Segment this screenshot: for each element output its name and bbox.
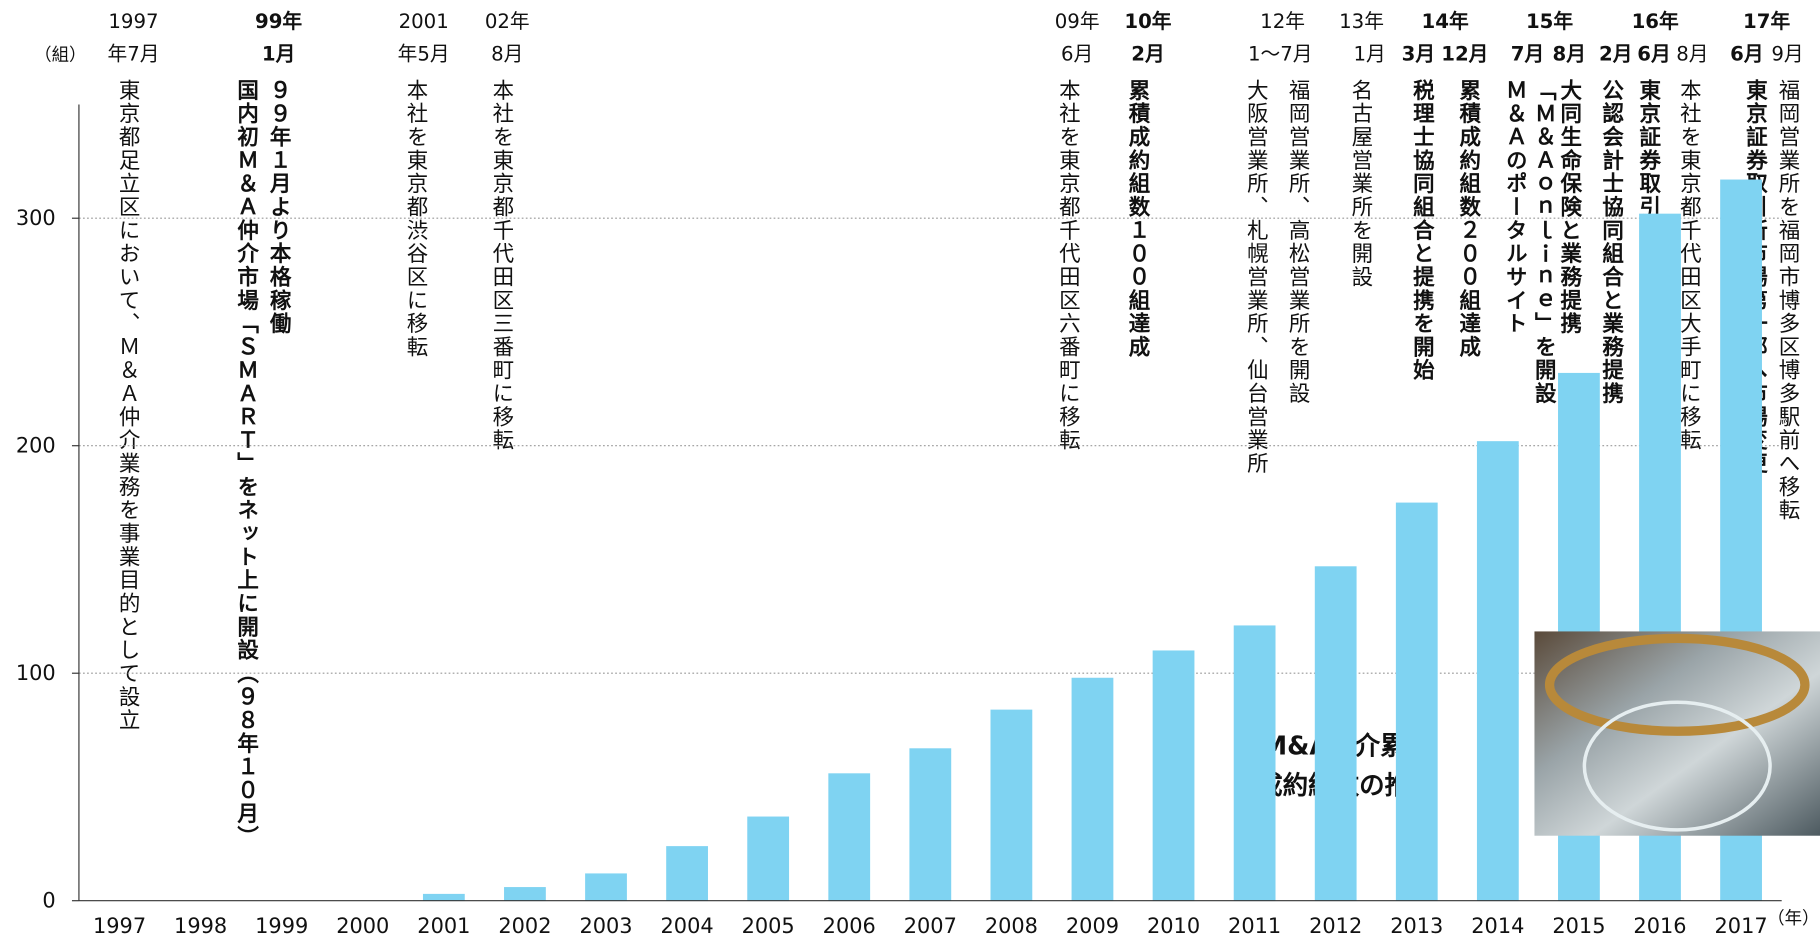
x-tick-label: 2011 bbox=[1228, 914, 1281, 936]
event-text: 国内初Ｍ＆Ａ仲介市場「ＳＭＡＲＴ」をネット上に開設（９８年１０月） bbox=[234, 79, 260, 849]
event-date: 7月 bbox=[1511, 42, 1544, 65]
x-tick-label: 2008 bbox=[985, 914, 1038, 936]
x-unit: （年） bbox=[1767, 909, 1819, 929]
event-date: 6月 bbox=[1730, 42, 1763, 65]
bar bbox=[990, 710, 1032, 901]
x-tick-label: 2009 bbox=[1066, 914, 1119, 936]
event-date: 8月 bbox=[1553, 42, 1586, 65]
event-year: 09年 bbox=[1055, 10, 1100, 33]
event-date: 12月 bbox=[1441, 42, 1488, 65]
event-text: 東京都足立区において、Ｍ＆Ａ仲介業務を事業目的として設立 bbox=[115, 79, 140, 732]
event-text: 福岡営業所、高松営業所を開設 bbox=[1285, 79, 1310, 406]
x-tick-label: 2014 bbox=[1471, 914, 1524, 936]
event-text: 「Ｍ＆Ａｏｎｌｉｎｅ」を開設 bbox=[1531, 79, 1556, 406]
bar bbox=[504, 887, 546, 901]
bar bbox=[1072, 678, 1114, 901]
event-date: 9月 bbox=[1771, 42, 1803, 65]
bar bbox=[747, 817, 789, 901]
bar bbox=[1234, 625, 1276, 900]
x-tick-label: 2002 bbox=[498, 914, 551, 936]
event-year: 16年 bbox=[1632, 10, 1679, 33]
x-tick-label: 2003 bbox=[579, 914, 632, 936]
event-text: 本社を東京都千代田区三番町に移転 bbox=[489, 79, 514, 452]
x-tick-label: 2004 bbox=[661, 914, 714, 936]
bar bbox=[1477, 441, 1519, 901]
event-date: 年7月 bbox=[107, 42, 159, 65]
event-year: 14年 bbox=[1422, 10, 1469, 33]
event-date: 8月 bbox=[1676, 42, 1708, 65]
event-year: 13年 bbox=[1339, 10, 1384, 33]
x-tick-label: 2016 bbox=[1633, 914, 1686, 936]
bar bbox=[585, 873, 627, 900]
y-tick-label: 300 bbox=[16, 206, 56, 230]
x-tick-label: 2007 bbox=[904, 914, 957, 936]
event-text: 公認会計士協同組合と業務提携 bbox=[1599, 79, 1625, 406]
event-text: 累積成約組数２００組達成 bbox=[1456, 79, 1481, 359]
event-date: 6月 bbox=[1061, 42, 1093, 65]
event-year: 17年 bbox=[1743, 10, 1790, 33]
y-tick-label: 100 bbox=[16, 661, 56, 685]
event-year: 10年 bbox=[1124, 10, 1171, 33]
event-year: 15年 bbox=[1526, 10, 1573, 33]
bar bbox=[1153, 650, 1195, 900]
event-text: 大同生命保険と業務提携 bbox=[1557, 79, 1583, 336]
x-tick-label: 2000 bbox=[336, 914, 389, 936]
event-date: 2月 bbox=[1599, 42, 1632, 65]
bar bbox=[909, 748, 951, 900]
event-text: 本社を東京都千代田区六番町に移転 bbox=[1055, 79, 1080, 452]
event-date: 1月 bbox=[1354, 42, 1386, 65]
y-tick-label: 200 bbox=[16, 434, 56, 458]
x-tick-label: 2005 bbox=[742, 914, 795, 936]
event-text: 大阪営業所、札幌営業所、仙台営業所 bbox=[1243, 79, 1268, 476]
bar bbox=[1315, 566, 1357, 900]
bar bbox=[1396, 503, 1438, 901]
event-date: 1〜7月 bbox=[1248, 42, 1313, 65]
x-tick-label: 2006 bbox=[823, 914, 876, 936]
x-tick-label: 2015 bbox=[1552, 914, 1605, 936]
y-unit: （組） bbox=[34, 45, 86, 65]
event-date: 2月 bbox=[1131, 42, 1164, 65]
event-text: Ｍ＆Ａのポータルサイト bbox=[1502, 79, 1527, 336]
event-year: 2001 bbox=[399, 10, 449, 33]
x-tick-label: 2010 bbox=[1147, 914, 1200, 936]
bar bbox=[828, 773, 870, 900]
event-date: 3月 bbox=[1402, 42, 1435, 65]
x-tick-label: 2012 bbox=[1309, 914, 1362, 936]
event-text: 名古屋営業所を開設 bbox=[1348, 79, 1373, 289]
bar bbox=[423, 894, 465, 901]
event-text: ９９年１月より本格稼働 bbox=[266, 79, 292, 336]
x-tick-label: 2017 bbox=[1715, 914, 1768, 936]
bar bbox=[666, 846, 708, 901]
event-year: 02年 bbox=[485, 10, 530, 33]
event-date: 1月 bbox=[262, 42, 295, 65]
event-date: 8月 bbox=[491, 42, 523, 65]
x-tick-label: 2013 bbox=[1390, 914, 1443, 936]
event-date: 6月 bbox=[1637, 42, 1670, 65]
x-tick-label: 1999 bbox=[255, 914, 308, 936]
event-text: 累積成約組数１００組達成 bbox=[1125, 79, 1150, 359]
event-year: 12年 bbox=[1260, 10, 1305, 33]
event-year: 1997 bbox=[108, 10, 158, 33]
y-tick-label: 0 bbox=[42, 889, 55, 913]
chart: 1997 年7月東京都足立区において、Ｍ＆Ａ仲介業務を事業目的として設立 99年 1月… bbox=[0, 0, 1820, 936]
x-tick-label: 1997 bbox=[93, 914, 146, 936]
photo bbox=[1534, 631, 1820, 835]
event-year: 99年 bbox=[255, 10, 302, 33]
event-text: 福岡営業所を福岡市博多区博多駅前へ移転 bbox=[1775, 79, 1800, 522]
event-text: 本社を東京都渋谷区に移転 bbox=[403, 79, 428, 359]
x-tick-label: 2001 bbox=[417, 914, 470, 936]
x-tick-label: 1998 bbox=[174, 914, 227, 936]
event-date: 年5月 bbox=[398, 42, 450, 65]
event-text: 税理士協同組合と提携を開始 bbox=[1409, 78, 1434, 382]
